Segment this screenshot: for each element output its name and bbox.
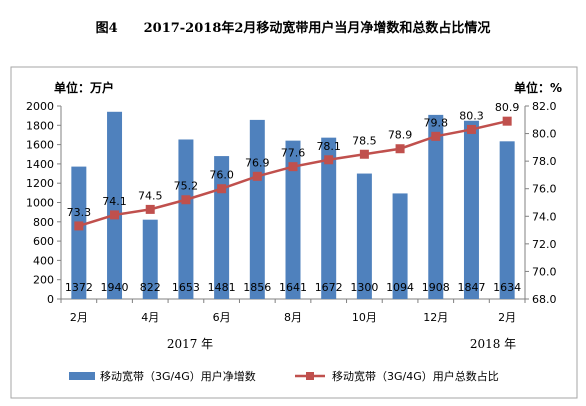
left-axis-tick-label: 600 xyxy=(33,235,54,248)
bar-value-label: 1940 xyxy=(101,281,129,294)
line-value-label: 78.1 xyxy=(316,140,341,153)
x-axis-tick-label: 4月 xyxy=(141,311,159,324)
bar xyxy=(285,140,301,299)
bar-value-label: 1653 xyxy=(172,281,200,294)
line-point xyxy=(181,195,191,205)
x-axis-tick-label: 6月 xyxy=(213,311,231,324)
bar xyxy=(356,173,372,299)
x-axis-tick-label: 12月 xyxy=(423,311,448,324)
line-value-label: 73.3 xyxy=(67,206,92,219)
line-point xyxy=(217,184,227,194)
line-point xyxy=(324,155,334,165)
line-point xyxy=(395,144,405,154)
left-axis-tick-label: 1600 xyxy=(26,139,54,152)
bar xyxy=(428,114,444,300)
bar-value-label: 822 xyxy=(140,281,161,294)
bar-value-label: 1481 xyxy=(208,281,236,294)
left-axis-tick-label: 1000 xyxy=(26,197,54,210)
line-value-label: 76.0 xyxy=(209,169,234,182)
bar xyxy=(499,141,515,299)
line-value-label: 80.3 xyxy=(459,109,484,122)
line-value-label: 80.9 xyxy=(495,101,520,114)
line-point xyxy=(145,204,155,214)
chart-frame xyxy=(10,66,578,399)
right-axis-tick-label: 68.0 xyxy=(532,293,557,306)
x-axis-tick-label: 8月 xyxy=(284,311,302,324)
legend-bar-swatch xyxy=(69,372,95,380)
legend-line-marker xyxy=(306,372,314,380)
bar-value-label: 1094 xyxy=(386,281,414,294)
line-point xyxy=(359,149,369,159)
line-value-label: 75.2 xyxy=(174,180,199,193)
bar-value-label: 1856 xyxy=(243,281,271,294)
bar xyxy=(392,193,408,299)
line-value-label: 74.1 xyxy=(102,195,127,208)
line-point xyxy=(252,171,262,181)
legend-line-label: 移动宽带（3G/4G）用户总数占比 xyxy=(332,369,499,383)
line-point xyxy=(431,131,441,141)
line-value-label: 79.8 xyxy=(424,116,449,129)
bar xyxy=(249,119,265,299)
left-axis-tick-label: 1200 xyxy=(26,177,54,190)
right-axis-tick-label: 82.0 xyxy=(532,100,557,113)
left-axis-tick-label: 400 xyxy=(33,254,54,267)
bar-value-label: 1672 xyxy=(315,281,343,294)
left-axis-tick-label: 2000 xyxy=(26,100,54,113)
left-axis-tick-label: 0 xyxy=(47,293,54,306)
left-axis-tick-label: 1400 xyxy=(26,158,54,171)
left-axis-unit: 单位：万户 xyxy=(54,80,114,95)
left-axis-tick-label: 800 xyxy=(33,216,54,229)
line-point xyxy=(466,124,476,134)
line-point xyxy=(288,162,298,172)
right-axis-unit: 单位：% xyxy=(514,80,562,95)
right-axis-tick-label: 70.0 xyxy=(532,265,557,278)
bar-value-label: 1634 xyxy=(493,281,521,294)
right-axis-tick-label: 76.0 xyxy=(532,183,557,196)
bar-value-label: 1908 xyxy=(422,281,450,294)
right-axis-tick-label: 72.0 xyxy=(532,238,557,251)
year-label-2017: 2017 年 xyxy=(167,337,213,351)
line-point xyxy=(110,210,120,220)
bar xyxy=(463,120,479,300)
x-axis-tick-label: 2月 xyxy=(498,311,516,324)
bar xyxy=(142,219,158,299)
right-axis-tick-label: 80.0 xyxy=(532,128,557,141)
line-value-label: 77.6 xyxy=(281,147,306,160)
left-axis-tick-label: 1800 xyxy=(26,119,54,132)
bar-value-label: 1372 xyxy=(65,281,93,294)
line-value-label: 74.5 xyxy=(138,189,163,202)
line-value-label: 78.9 xyxy=(388,129,413,142)
bar-value-label: 1300 xyxy=(350,281,378,294)
bar-value-label: 1641 xyxy=(279,281,307,294)
bar xyxy=(107,111,123,299)
x-axis-tick-label: 10月 xyxy=(352,311,377,324)
x-axis-tick-label: 2月 xyxy=(70,311,88,324)
line-value-label: 78.5 xyxy=(352,134,377,147)
bar xyxy=(178,139,194,299)
bar-value-label: 1847 xyxy=(457,281,485,294)
bar xyxy=(71,166,87,299)
legend-bar-label: 移动宽带（3G/4G）用户净增数 xyxy=(100,369,256,383)
plot-area: 0 200 400 600 800 1000 1200 1400 1600 1800 2000 68.… xyxy=(26,100,557,324)
chart-title: 图4 2017-2018年2月移动宽带用户当月净增数和总数占比情况 xyxy=(96,20,491,36)
line-value-label: 76.9 xyxy=(245,156,270,169)
right-axis-tick-label: 78.0 xyxy=(532,155,557,168)
year-label-2018: 2018 年 xyxy=(470,337,516,351)
legend: 移动宽带（3G/4G）用户净增数 移动宽带（3G/4G）用户总数占比 xyxy=(69,369,499,383)
line-point xyxy=(502,116,512,126)
line-point xyxy=(74,221,84,231)
right-axis-tick-label: 74.0 xyxy=(532,210,557,223)
bar xyxy=(321,137,337,299)
left-axis-tick-label: 200 xyxy=(33,274,54,287)
